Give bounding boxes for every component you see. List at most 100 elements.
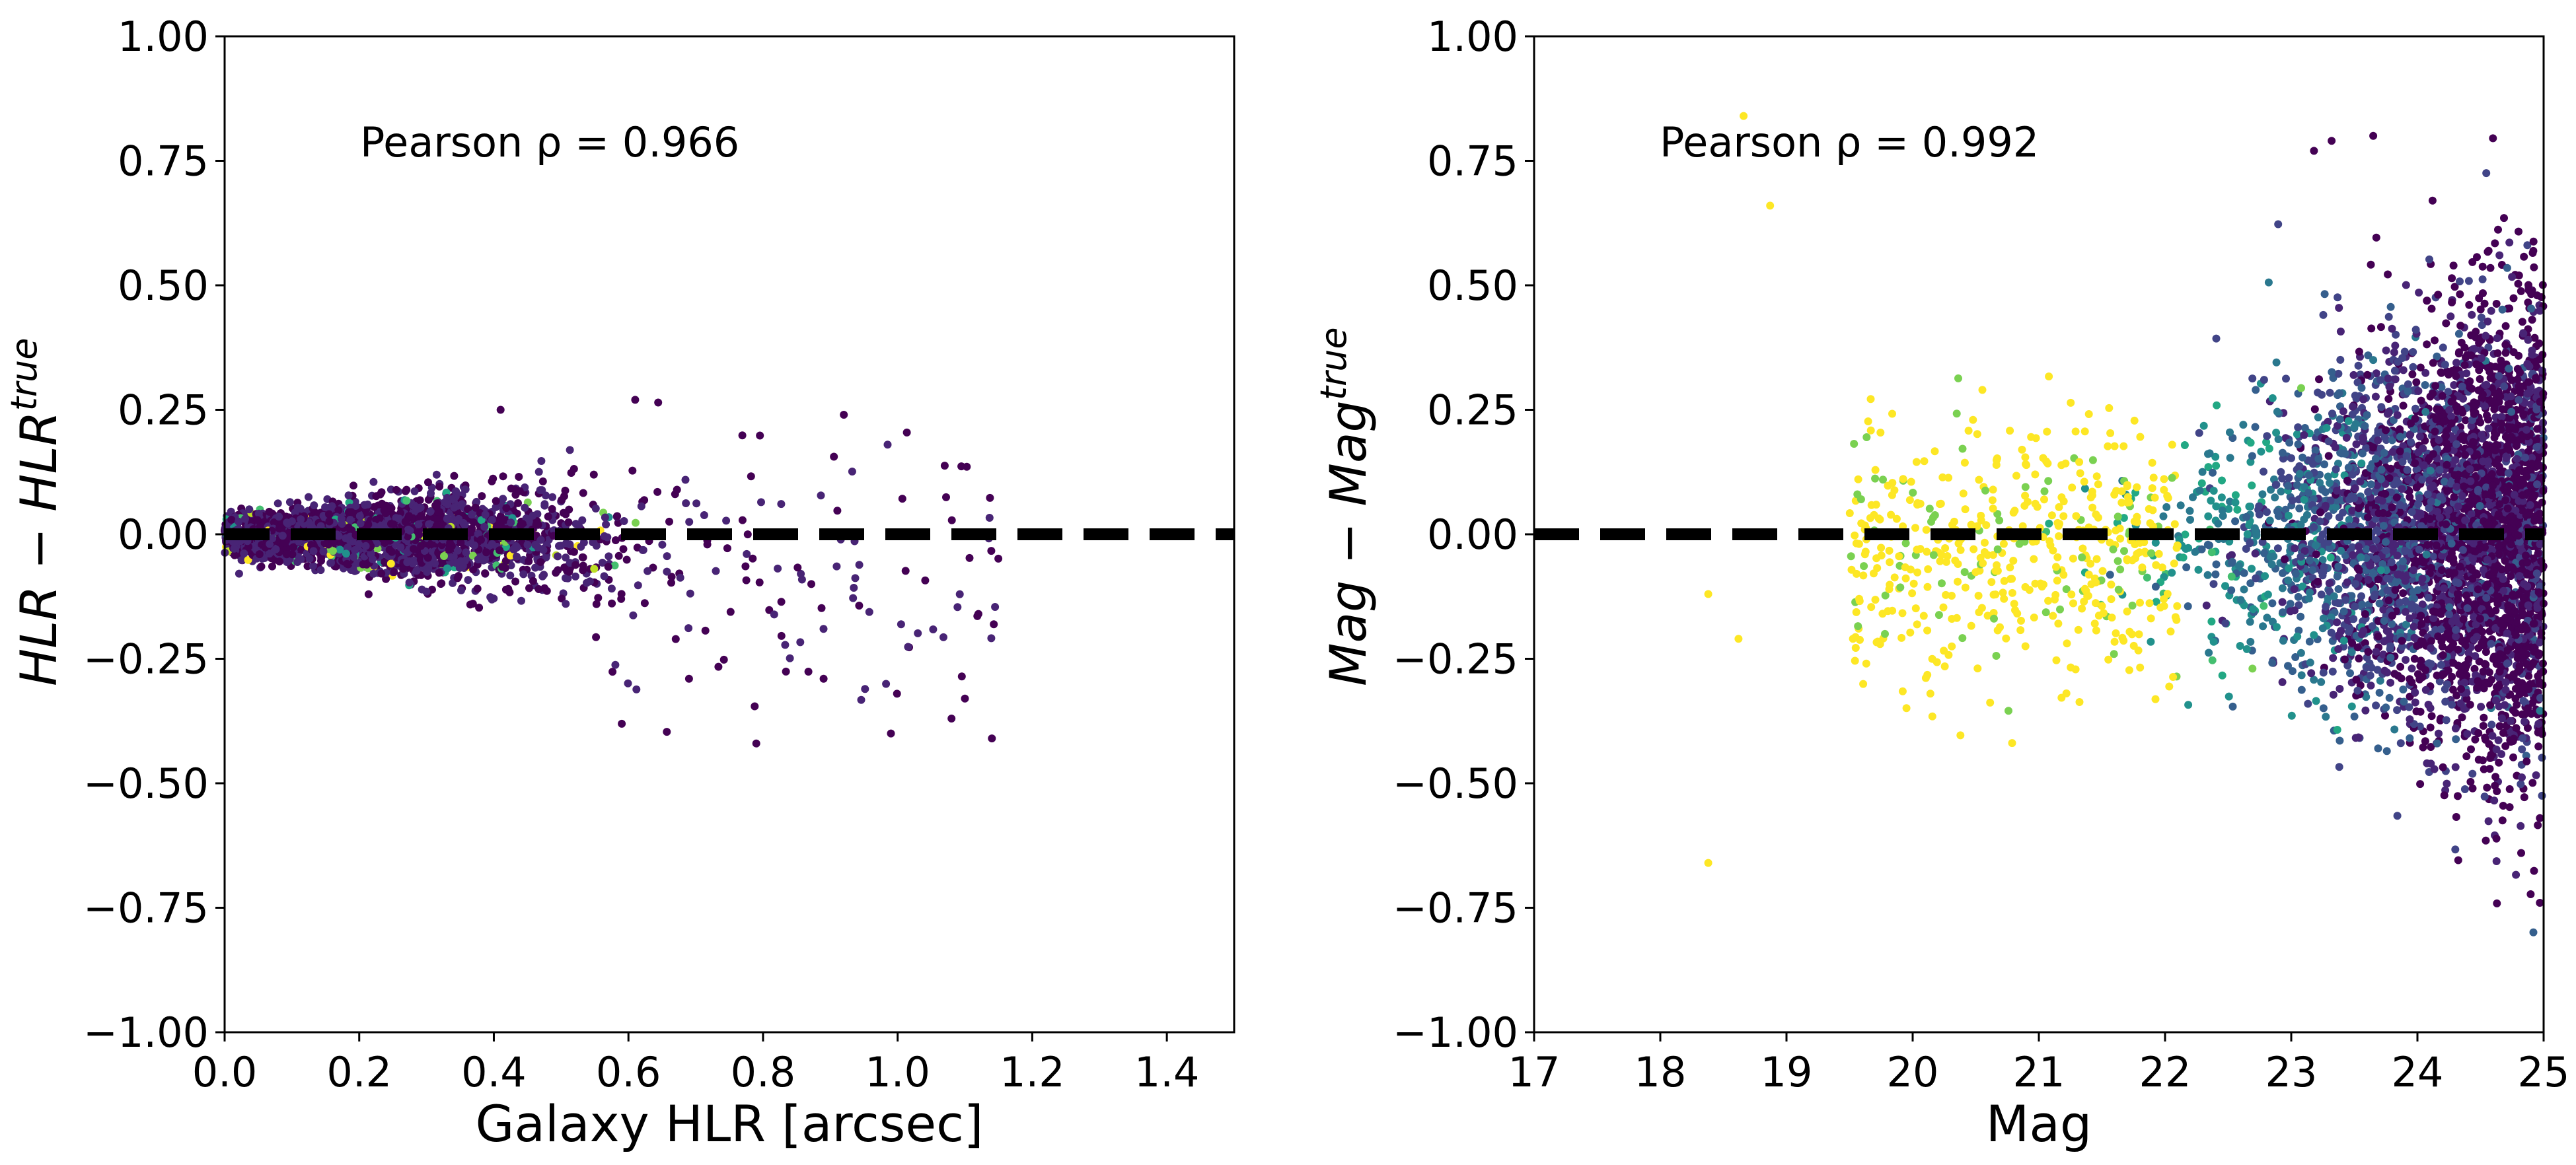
data-point <box>2204 512 2213 520</box>
data-point <box>309 547 318 555</box>
data-point <box>577 542 585 551</box>
data-point <box>517 596 525 605</box>
data-point <box>2248 374 2257 383</box>
data-point <box>701 626 710 635</box>
data-point <box>310 501 318 510</box>
y-tick-label: 0.25 <box>118 386 209 435</box>
data-point <box>305 493 313 501</box>
data-point <box>2334 369 2343 378</box>
data-point <box>390 568 398 577</box>
data-point <box>2538 498 2546 507</box>
data-point <box>2209 637 2218 646</box>
data-point <box>355 512 364 520</box>
y-tick-label: 0.50 <box>118 262 209 310</box>
data-point <box>2517 822 2525 830</box>
data-point <box>604 563 612 571</box>
data-point <box>277 524 286 533</box>
data-point <box>361 501 369 509</box>
data-point <box>987 634 996 643</box>
data-point <box>632 518 640 527</box>
data-point <box>2294 592 2302 601</box>
data-point <box>2410 633 2419 642</box>
data-point <box>443 514 451 523</box>
data-point <box>481 511 490 519</box>
data-point <box>591 505 600 512</box>
data-point <box>2534 821 2542 830</box>
data-point <box>2320 460 2329 469</box>
data-point <box>440 552 448 560</box>
data-point <box>2273 623 2281 631</box>
data-point <box>639 546 647 554</box>
data-point <box>719 655 728 664</box>
data-point <box>570 547 578 556</box>
data-point <box>756 431 764 440</box>
data-point <box>2147 637 2155 646</box>
data-point <box>2349 402 2357 411</box>
data-point <box>2287 711 2296 720</box>
data-point <box>804 668 813 676</box>
data-point <box>865 608 873 616</box>
data-point <box>598 559 607 567</box>
data-point <box>534 585 543 593</box>
data-point <box>571 561 580 569</box>
data-point <box>2350 712 2359 721</box>
data-point <box>619 545 628 553</box>
data-point <box>507 518 515 527</box>
data-point <box>2357 592 2365 600</box>
data-point <box>542 586 551 595</box>
data-point <box>2375 688 2384 697</box>
data-point <box>422 587 431 596</box>
data-point <box>540 500 549 509</box>
data-point <box>571 572 579 581</box>
data-point <box>432 470 441 479</box>
data-point <box>369 555 377 563</box>
data-point <box>2390 348 2398 357</box>
data-point <box>2341 655 2349 664</box>
data-point <box>275 512 283 521</box>
data-point <box>2274 220 2283 229</box>
data-point <box>685 518 694 526</box>
data-point <box>855 561 864 569</box>
data-point <box>692 499 701 508</box>
data-point <box>452 559 460 567</box>
data-point <box>961 694 969 703</box>
y-tick-label: −0.75 <box>83 884 209 933</box>
data-point <box>2186 507 2194 515</box>
data-point <box>488 595 496 604</box>
data-point <box>2248 664 2257 673</box>
data-point <box>452 487 460 495</box>
data-point <box>700 511 708 519</box>
data-point <box>2492 300 2501 308</box>
data-point <box>499 472 507 481</box>
data-point <box>470 541 478 549</box>
data-point <box>406 526 414 535</box>
data-point <box>613 512 622 520</box>
data-point <box>955 590 964 598</box>
data-point <box>2411 688 2419 697</box>
data-point <box>534 468 543 476</box>
x-tick-label: 0.2 <box>326 1048 392 1096</box>
data-point <box>832 562 841 571</box>
data-point <box>640 599 649 608</box>
data-point <box>2382 346 2390 355</box>
data-point <box>2195 486 2204 495</box>
data-point <box>504 584 513 593</box>
data-point <box>240 549 248 557</box>
data-point <box>435 482 444 491</box>
data-point <box>230 544 239 553</box>
data-point <box>325 517 334 526</box>
data-point <box>2480 713 2488 722</box>
data-point <box>532 520 540 529</box>
data-point <box>2226 428 2234 437</box>
data-point <box>2168 569 2176 577</box>
data-point <box>481 569 490 577</box>
data-point <box>857 695 865 704</box>
data-point <box>501 557 510 565</box>
data-point <box>2386 302 2395 311</box>
data-point <box>994 554 1003 563</box>
data-point <box>297 515 305 524</box>
data-point <box>2278 474 2287 483</box>
data-point <box>2231 491 2240 499</box>
data-point <box>770 610 778 619</box>
data-point <box>2393 706 2402 715</box>
